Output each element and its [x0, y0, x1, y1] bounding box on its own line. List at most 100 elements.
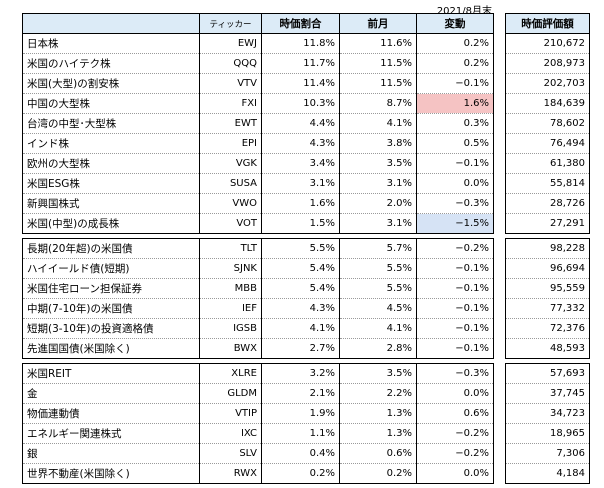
prev-month-cell: 5.7% [339, 238, 417, 259]
market-value-cell: 48,593 [505, 338, 590, 359]
market-value-cell: 98,228 [505, 238, 590, 259]
holding-name: エネルギー関連株式 [22, 423, 200, 444]
header-market-value: 時価評価額 [505, 13, 590, 34]
market-share-cell: 10.3% [261, 93, 340, 114]
holding-name: 米国ESG株 [22, 173, 200, 194]
ticker-cell: IGSB [199, 318, 262, 339]
change-cell: 0.3% [416, 113, 494, 134]
holding-name: 金 [22, 383, 200, 404]
ticker-cell: XLRE [199, 363, 262, 384]
holdings-body: 日本株 EWJ 11.8% 11.6% 0.2% 米国のハイテク株 QQQ 11.7% 11.5… [22, 33, 494, 484]
prev-month-cell: 4.1% [339, 113, 417, 134]
holding-name: 米国(大型)の割安株 [22, 73, 200, 94]
holding-name: 中国の大型株 [22, 93, 200, 114]
change-cell: −1.5% [416, 213, 494, 234]
table-row: 米国REIT XLRE 3.2% 3.5% −0.3% [22, 363, 494, 384]
market-value-cell: 77,332 [505, 298, 590, 319]
market-share-cell: 5.4% [261, 258, 340, 279]
ticker-cell: IXC [199, 423, 262, 444]
separator-cell [22, 358, 494, 364]
change-cell: 0.0% [416, 173, 494, 194]
separator-cell [22, 233, 494, 239]
table-row: 中期(7-10年)の米国債 IEF 4.3% 4.5% −0.1% [22, 298, 494, 319]
group-separator [22, 233, 494, 239]
market-value-cell: 96,694 [505, 258, 590, 279]
change-cell: 1.6% [416, 93, 494, 114]
table-row: 欧州の大型株 VGK 3.4% 3.5% −0.1% [22, 153, 494, 174]
table-row: インド株 EPI 4.3% 3.8% 0.5% [22, 133, 494, 154]
market-value-cell: 37,745 [505, 383, 590, 404]
holding-name: 米国(中型)の成長株 [22, 213, 200, 234]
holding-name: 先進国国債(米国除く) [22, 338, 200, 359]
market-value-cell: 76,494 [505, 133, 590, 154]
change-cell: −0.3% [416, 363, 494, 384]
holding-name: 台湾の中型･大型株 [22, 113, 200, 134]
market-share-cell: 3.1% [261, 173, 340, 194]
change-cell: 0.0% [416, 463, 494, 484]
market-share-cell: 3.4% [261, 153, 340, 174]
prev-month-cell: 11.5% [339, 73, 417, 94]
prev-month-cell: 3.5% [339, 153, 417, 174]
table-row: 台湾の中型･大型株 EWT 4.4% 4.1% 0.3% [22, 113, 494, 134]
table-row: 78,602 [505, 113, 590, 134]
table-row: 27,291 [505, 213, 590, 234]
prev-month-cell: 2.0% [339, 193, 417, 214]
market-share-cell: 1.9% [261, 403, 340, 424]
market-value-cell: 95,559 [505, 278, 590, 299]
change-cell: 0.6% [416, 403, 494, 424]
ticker-cell: RWX [199, 463, 262, 484]
table-row: 76,494 [505, 133, 590, 154]
header-market-share: 時価割合 [261, 13, 340, 34]
prev-month-cell: 5.5% [339, 258, 417, 279]
change-cell: −0.3% [416, 193, 494, 214]
header-name [22, 13, 200, 34]
prev-month-cell: 4.1% [339, 318, 417, 339]
ticker-cell: IEF [199, 298, 262, 319]
prev-month-cell: 0.2% [339, 463, 417, 484]
ticker-cell: SJNK [199, 258, 262, 279]
ticker-cell: SUSA [199, 173, 262, 194]
group-separator [22, 358, 494, 364]
table-row: 34,723 [505, 403, 590, 424]
prev-month-cell: 5.5% [339, 278, 417, 299]
market-share-cell: 11.8% [261, 33, 340, 54]
separator-cell [505, 233, 590, 239]
table-row: 98,228 [505, 238, 590, 259]
market-share-cell: 0.2% [261, 463, 340, 484]
ticker-cell: VOT [199, 213, 262, 234]
table-row: 米国ESG株 SUSA 3.1% 3.1% 0.0% [22, 173, 494, 194]
table-row: 長期(20年超)の米国債 TLT 5.5% 5.7% −0.2% [22, 238, 494, 259]
ticker-cell: EWJ [199, 33, 262, 54]
table-row: 202,703 [505, 73, 590, 94]
market-value-body: 210,672 208,973 202,703 184,639 78,602 76,494… [505, 33, 590, 484]
holding-name: 米国REIT [22, 363, 200, 384]
change-cell: −0.2% [416, 443, 494, 464]
prev-month-cell: 1.3% [339, 423, 417, 444]
header-row-value: 時価評価額 [505, 13, 590, 34]
table-row: 先進国国債(米国除く) BWX 2.7% 2.8% −0.1% [22, 338, 494, 359]
table-row: 95,559 [505, 278, 590, 299]
prev-month-cell: 3.8% [339, 133, 417, 154]
change-cell: −0.2% [416, 238, 494, 259]
holding-name: 長期(20年超)の米国債 [22, 238, 200, 259]
holding-name: インド株 [22, 133, 200, 154]
holding-name: 中期(7-10年)の米国債 [22, 298, 200, 319]
date-label: 2021/8月末 [436, 6, 492, 17]
ticker-cell: SLV [199, 443, 262, 464]
market-share-cell: 11.4% [261, 73, 340, 94]
market-value-cell: 27,291 [505, 213, 590, 234]
ticker-cell: BWX [199, 338, 262, 359]
market-value-cell: 72,376 [505, 318, 590, 339]
prev-month-cell: 3.1% [339, 173, 417, 194]
change-cell: −0.1% [416, 298, 494, 319]
separator-cell [505, 358, 590, 364]
holding-name: 欧州の大型株 [22, 153, 200, 174]
table-row: 28,726 [505, 193, 590, 214]
change-cell: −0.1% [416, 73, 494, 94]
table-row: ハイイールド債(短期) SJNK 5.4% 5.5% −0.1% [22, 258, 494, 279]
prev-month-cell: 1.3% [339, 403, 417, 424]
table-row: 208,973 [505, 53, 590, 74]
change-cell: −0.1% [416, 153, 494, 174]
change-cell: −0.1% [416, 338, 494, 359]
market-share-cell: 4.1% [261, 318, 340, 339]
